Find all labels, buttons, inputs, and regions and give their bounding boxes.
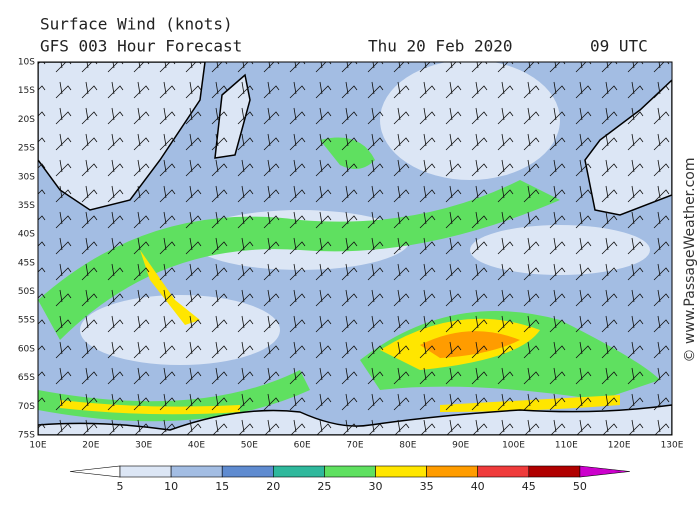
colorbar-label: 5: [117, 480, 124, 493]
lat-label: 75S: [18, 431, 35, 441]
subtitle: GFS 003 Hour Forecast: [40, 37, 242, 56]
lat-label: 40S: [18, 230, 35, 240]
colorbar-segment: [170, 465, 223, 478]
colorbar-label: 30: [369, 480, 383, 493]
colorbar-label: 10: [164, 480, 178, 493]
map-frame: [37, 61, 673, 436]
colorbar: 5 10 15 20 25 30 35 40 45 50: [69, 465, 630, 493]
lon-label: 120E: [608, 441, 631, 451]
lon-label: 70E: [346, 441, 363, 451]
lat-label: 30S: [18, 172, 35, 182]
lon-label: 80E: [399, 441, 416, 451]
lon-label: 10E: [29, 441, 46, 451]
colorbar-segment: [119, 465, 172, 478]
lat-label: 15S: [18, 86, 35, 96]
lat-label: 20S: [18, 115, 35, 125]
colorbar-segment: [272, 465, 325, 478]
colorbar-segment: [221, 465, 274, 478]
map: [38, 62, 672, 435]
lon-label: 50E: [241, 441, 258, 451]
lat-label: 45S: [18, 258, 35, 268]
lat-label: 65S: [18, 373, 35, 383]
lon-axis: 10E 20E 30E 40E 50E 60E 70E 80E 90E 100E 110E 120E 1…: [29, 441, 683, 451]
lat-label: 35S: [18, 201, 35, 211]
colorbar-segment: [375, 465, 427, 478]
date: Thu 20 Feb 2020: [368, 37, 513, 56]
lat-axis: 10S 15S 20S 25S 30S 35S 40S 45S 50S 55S 60S 65S 70S 7…: [18, 58, 35, 441]
lat-label: 10S: [18, 58, 35, 68]
lon-label: 40E: [188, 441, 205, 451]
colorbar-segment: [528, 465, 581, 478]
colorbar-segment: [477, 465, 530, 478]
lon-label: 130E: [661, 441, 684, 451]
colorbar-arrow: [69, 465, 121, 478]
lat-label: 60S: [18, 344, 35, 354]
lon-label: 110E: [555, 441, 578, 451]
lat-label: 70S: [18, 402, 35, 412]
colorbar-label: 40: [471, 480, 485, 493]
lat-label: 25S: [18, 144, 35, 154]
colorbar-label: 50: [573, 480, 587, 493]
time: 09 UTC: [590, 37, 648, 56]
colorbar-label: 45: [522, 480, 536, 493]
lon-label: 90E: [452, 441, 469, 451]
credit: © www.PassageWeather.com: [682, 157, 698, 362]
lon-label: 20E: [82, 441, 99, 451]
title: Surface Wind (knots): [40, 15, 233, 34]
lon-label: 100E: [502, 441, 525, 451]
lon-label: 30E: [135, 441, 152, 451]
colorbar-segment: [426, 465, 479, 478]
colorbar-label: 15: [215, 480, 229, 493]
lat-label: 55S: [18, 316, 35, 326]
lon-label: 60E: [294, 441, 311, 451]
colorbar-arrow: [579, 465, 630, 478]
lat-label: 50S: [18, 287, 35, 297]
colorbar-label: 25: [317, 480, 331, 493]
colorbar-label: 35: [420, 480, 434, 493]
colorbar-label: 20: [266, 480, 280, 493]
colorbar-segment: [324, 465, 376, 478]
